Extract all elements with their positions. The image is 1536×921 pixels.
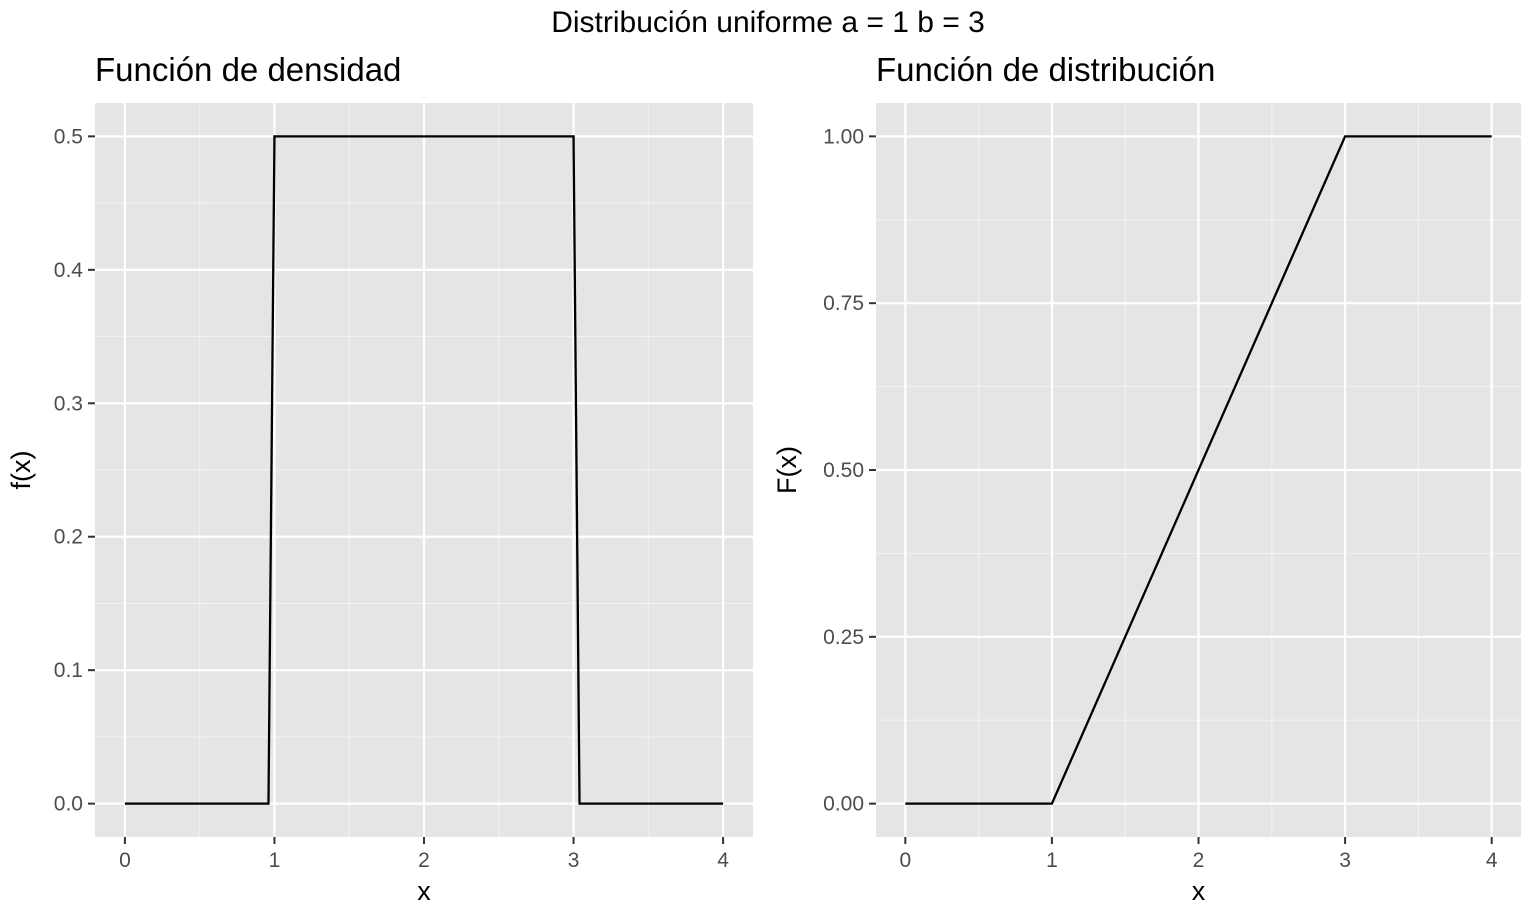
density-chart: 0 1 2 3 4 0.0 0.1 0.2 0.3 0.4 0.5 x f(x) Función de d… bbox=[6, 51, 753, 906]
figure-title: Distribución uniforme a = 1 b = 3 bbox=[551, 6, 985, 39]
x-axis-title: x bbox=[417, 876, 431, 906]
y-tick-label: 0.3 bbox=[54, 392, 83, 415]
x-tick-label: 2 bbox=[1193, 849, 1205, 872]
x-tick-label: 4 bbox=[1486, 849, 1498, 872]
x-tick-label: 2 bbox=[418, 849, 430, 872]
x-tick-label: 1 bbox=[269, 849, 281, 872]
chart-title: Función de densidad bbox=[95, 51, 401, 88]
x-tick-label: 4 bbox=[717, 849, 729, 872]
distribution-chart: 0 1 2 3 4 0.00 0.25 0.50 0.75 1.00 x F(x) Función de… bbox=[772, 51, 1521, 906]
y-tick-label: 0.25 bbox=[823, 626, 864, 649]
x-axis-title: x bbox=[1192, 876, 1206, 906]
x-tick-label: 1 bbox=[1046, 849, 1058, 872]
x-tick-label: 3 bbox=[1339, 849, 1351, 872]
y-tick-label: 0.1 bbox=[54, 659, 83, 682]
y-axis-title: F(x) bbox=[772, 446, 802, 494]
x-tick-label: 3 bbox=[568, 849, 580, 872]
chart-title: Función de distribución bbox=[876, 51, 1215, 88]
series-line bbox=[905, 135, 1492, 805]
y-tick-label: 1.00 bbox=[823, 125, 864, 148]
x-tick-label: 0 bbox=[119, 849, 131, 872]
y-tick-label: 0.5 bbox=[54, 125, 83, 148]
y-tick-label: 0.2 bbox=[54, 526, 83, 549]
y-tick-label: 0.75 bbox=[823, 292, 864, 315]
x-tick-label: 0 bbox=[899, 849, 911, 872]
y-tick-label: 0.00 bbox=[823, 793, 864, 816]
series-line bbox=[124, 135, 724, 805]
y-tick-label: 0.50 bbox=[823, 459, 864, 482]
y-tick-label: 0.4 bbox=[54, 259, 84, 282]
y-axis-title: f(x) bbox=[6, 451, 36, 490]
y-tick-label: 0.0 bbox=[54, 793, 83, 816]
